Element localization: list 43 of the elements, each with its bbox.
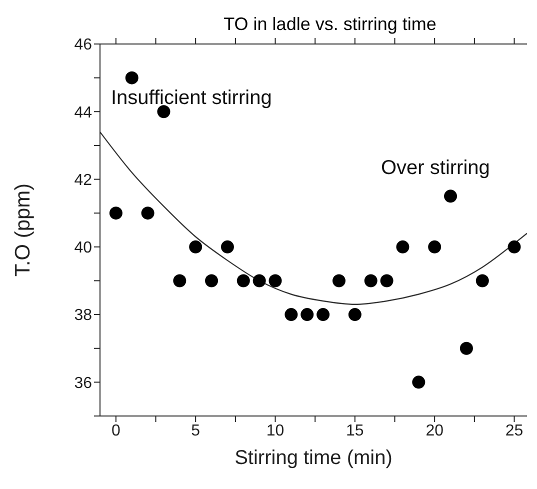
chart-title: TO in ladle vs. stirring time	[224, 14, 436, 34]
point	[396, 240, 410, 254]
point	[284, 308, 298, 322]
point	[141, 206, 154, 220]
point	[476, 274, 489, 288]
x-tick-label: 15	[346, 422, 364, 440]
point	[316, 308, 330, 322]
point	[508, 240, 521, 254]
point	[109, 206, 122, 220]
point	[300, 308, 314, 322]
y-tick-label: 42	[74, 172, 92, 189]
y-tick-label: 40	[74, 240, 92, 257]
point	[428, 240, 442, 254]
y-tick-label: 38	[74, 307, 92, 324]
point	[444, 190, 458, 203]
y-axis-title: T.O (ppm)	[11, 183, 34, 277]
x-axis-title: Stirring time (min)	[234, 447, 392, 469]
point	[125, 71, 138, 84]
point	[189, 240, 202, 254]
point	[252, 274, 266, 288]
point	[460, 342, 473, 355]
y-tick-label: 44	[74, 104, 92, 122]
x-tick-label: 10	[266, 422, 284, 440]
x-tick-label: 0	[111, 422, 120, 440]
point	[205, 274, 218, 288]
point	[236, 274, 250, 288]
annotation: Over stirring	[381, 157, 490, 179]
x-tick-label: 5	[191, 422, 200, 440]
point	[173, 274, 186, 288]
x-tick-label: 20	[426, 422, 444, 440]
line-series	[100, 131, 527, 305]
point	[220, 240, 234, 254]
annotation: Insufficient stirring	[111, 87, 272, 109]
point	[157, 105, 170, 118]
point	[348, 308, 362, 322]
point	[268, 274, 282, 288]
point	[380, 274, 394, 288]
point	[364, 274, 378, 288]
y-tick-label: 46	[74, 36, 92, 54]
y-tick-label: 36	[74, 374, 92, 392]
x-tick-label: 25	[505, 422, 524, 440]
point	[412, 376, 426, 389]
point	[332, 274, 346, 288]
